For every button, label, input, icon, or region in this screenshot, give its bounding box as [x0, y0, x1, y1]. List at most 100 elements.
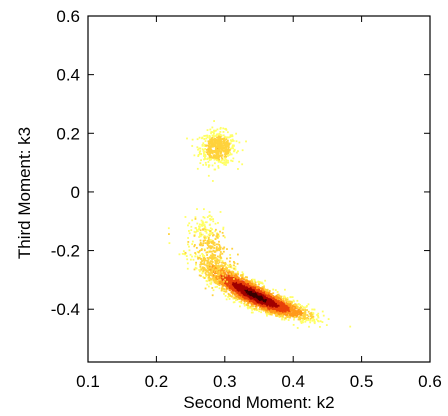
density-point — [311, 316, 313, 319]
density-point — [198, 270, 201, 273]
density-point — [253, 278, 256, 281]
density-point — [224, 294, 227, 297]
density-point — [284, 317, 287, 319]
density-point — [265, 311, 267, 314]
density-point — [211, 270, 214, 273]
density-point — [228, 269, 231, 272]
density-point — [254, 305, 257, 308]
density-point — [233, 280, 236, 283]
density-point — [293, 300, 295, 303]
density-point — [285, 305, 288, 308]
density-point — [266, 301, 268, 304]
density-point — [230, 135, 233, 138]
density-point — [221, 149, 224, 152]
density-point — [282, 304, 284, 307]
density-point — [231, 147, 234, 149]
density-point — [242, 288, 244, 291]
density-point — [208, 256, 211, 259]
density-point — [216, 147, 219, 149]
density-point — [236, 253, 239, 256]
density-point — [234, 268, 237, 270]
density-point — [208, 140, 210, 143]
density-point — [304, 308, 306, 311]
density-point — [304, 310, 307, 313]
density-point — [220, 287, 223, 290]
density-point — [218, 147, 221, 150]
density-point — [260, 308, 263, 311]
density-point — [287, 305, 290, 307]
density-point — [218, 243, 221, 246]
density-point — [236, 275, 239, 278]
density-point — [265, 313, 268, 315]
density-point — [188, 249, 191, 252]
density-point — [217, 262, 220, 265]
density-point — [236, 277, 239, 280]
density-point — [229, 265, 232, 268]
density-point — [211, 294, 214, 297]
density-point — [264, 298, 267, 301]
density-point — [200, 159, 202, 162]
density-point — [274, 299, 277, 302]
density-point — [216, 280, 219, 283]
density-point — [195, 267, 198, 270]
density-point — [205, 137, 208, 140]
density-point — [265, 297, 268, 299]
density-point — [225, 136, 228, 139]
density-point — [208, 273, 211, 276]
density-point — [233, 262, 236, 264]
density-point — [281, 310, 284, 313]
density-point — [242, 280, 245, 283]
density-point — [251, 300, 254, 303]
density-point — [225, 141, 227, 144]
density-point — [311, 313, 313, 316]
density-point — [278, 302, 281, 305]
density-point — [215, 146, 218, 149]
density-point — [246, 280, 249, 283]
density-point — [194, 266, 197, 269]
density-point — [290, 302, 293, 305]
density-point — [225, 285, 228, 287]
density-point — [219, 150, 222, 153]
density-point — [235, 290, 238, 293]
density-point — [273, 312, 276, 314]
density-point — [200, 249, 203, 251]
density-point — [302, 308, 304, 311]
density-point — [215, 154, 217, 157]
density-point — [216, 153, 219, 156]
density-point — [252, 305, 255, 307]
density-point — [232, 140, 235, 142]
density-point — [201, 148, 204, 151]
density-point — [276, 291, 279, 293]
density-point — [245, 291, 248, 294]
density-point — [319, 320, 322, 323]
x-axis-label: Second Moment: k2 — [183, 393, 334, 412]
density-point — [283, 301, 286, 304]
density-point — [218, 141, 221, 144]
density-point — [193, 235, 196, 237]
density-point — [216, 136, 218, 139]
density-point — [213, 154, 216, 157]
density-point — [196, 230, 199, 233]
density-point — [275, 304, 278, 307]
density-point — [205, 144, 207, 147]
density-point — [262, 299, 265, 302]
density-point — [203, 150, 206, 153]
density-point — [225, 138, 228, 141]
density-point — [231, 160, 234, 163]
density-point — [247, 307, 249, 310]
density-point — [306, 305, 308, 307]
density-point — [194, 255, 197, 258]
density-point — [207, 165, 210, 168]
density-point — [207, 274, 210, 276]
density-point — [208, 151, 211, 154]
density-point — [199, 265, 202, 268]
density-point — [253, 291, 256, 293]
density-point — [230, 153, 233, 156]
density-point — [224, 276, 227, 279]
density-point — [196, 167, 199, 170]
density-point — [266, 304, 269, 307]
density-point — [258, 294, 261, 297]
density-point — [230, 273, 233, 275]
density-point — [243, 288, 246, 290]
density-point — [294, 315, 297, 318]
